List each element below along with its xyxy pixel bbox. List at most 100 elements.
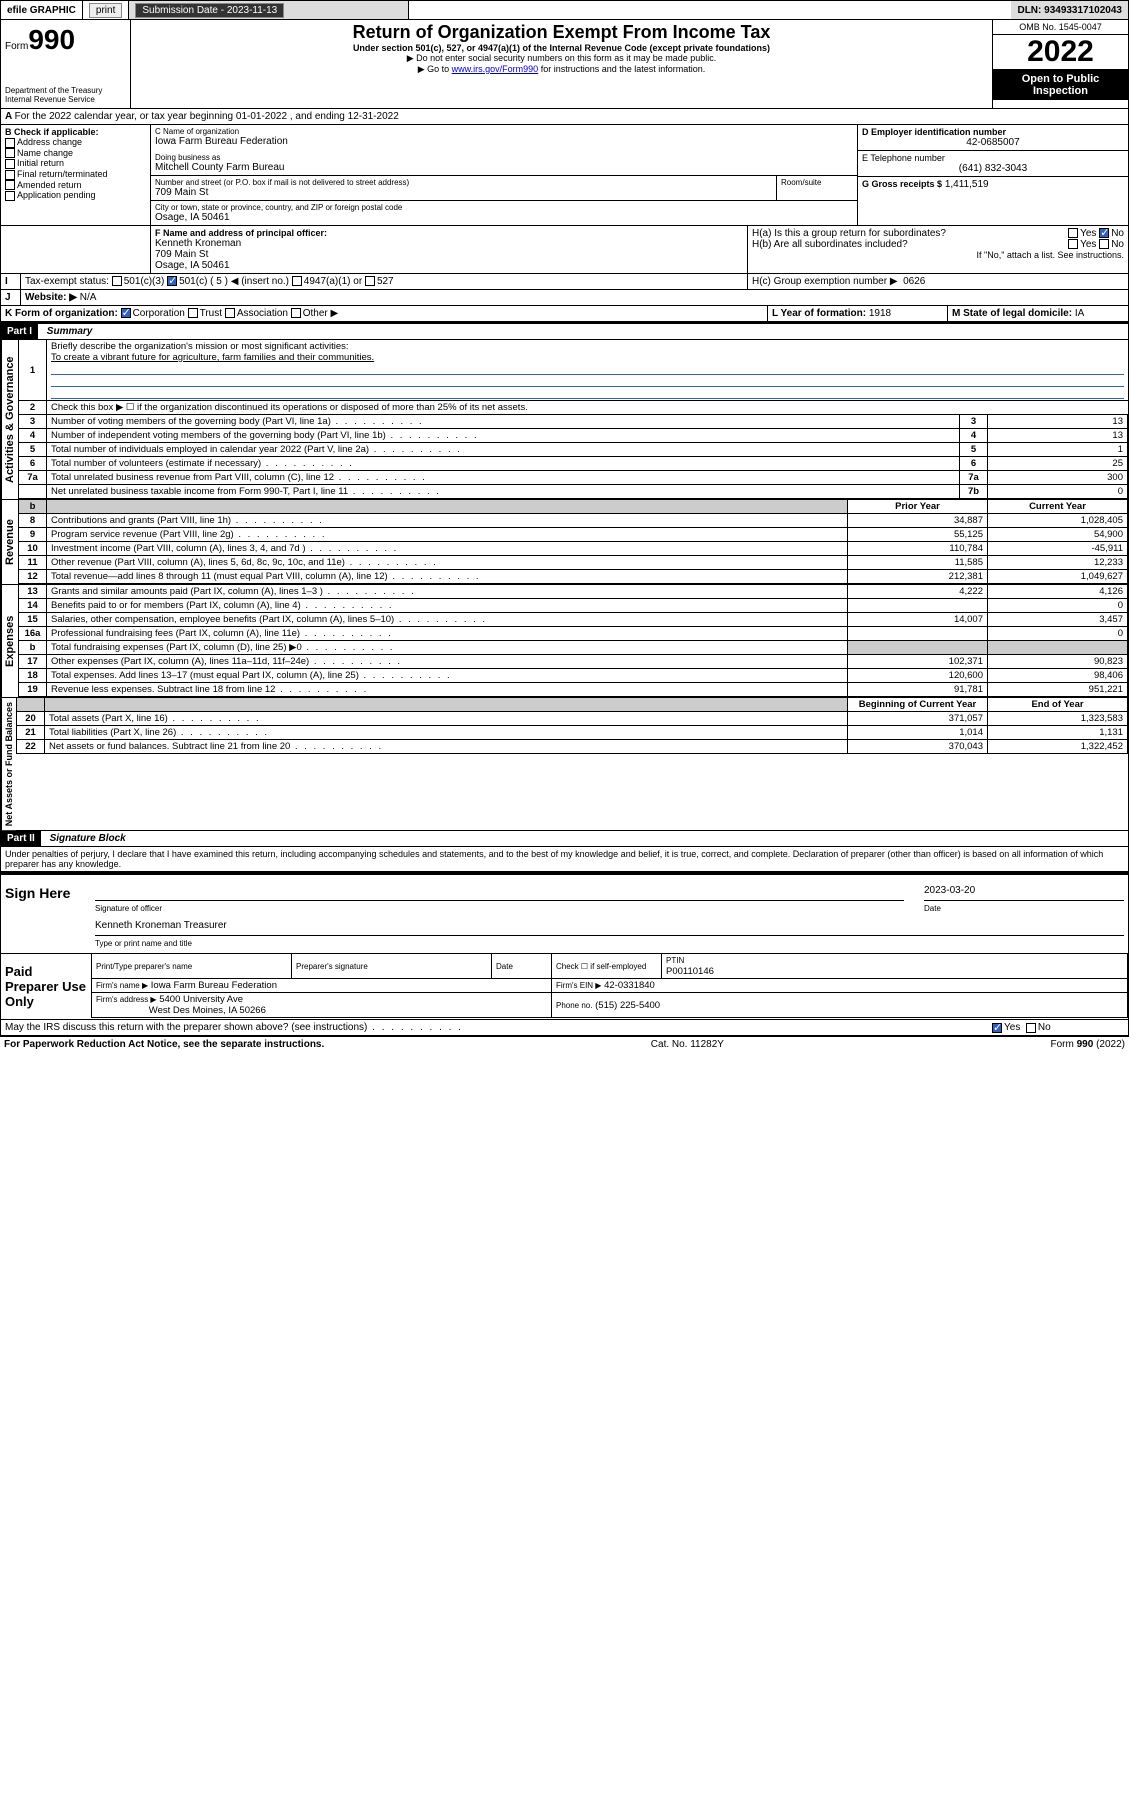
- q2: Check this box ▶ ☐ if the organization d…: [47, 401, 1129, 415]
- part2-header: Part II Signature Block: [0, 831, 1129, 847]
- discuss-yes: Yes: [1004, 1022, 1020, 1033]
- form-subtitle: Under section 501(c), 527, or 4947(a)(1)…: [135, 43, 988, 53]
- officer-addr2: Osage, IA 50461: [155, 260, 743, 271]
- firm-ein-lbl: Firm's EIN ▶: [556, 981, 601, 990]
- instruction-1: ▶ Do not enter social security numbers o…: [135, 53, 988, 64]
- e-label: E Telephone number: [862, 153, 1124, 163]
- part1-expenses: Expenses 13Grants and similar amounts pa…: [0, 585, 1129, 698]
- header-left: Form990 Department of the Treasury Inter…: [1, 20, 131, 108]
- submission-date-button[interactable]: Submission Date - 2023-11-13: [135, 3, 284, 18]
- line-a-text: For the 2022 calendar year, or tax year …: [15, 111, 399, 122]
- section-c: C Name of organization Iowa Farm Bureau …: [151, 125, 858, 225]
- sig-officer-label: Signature of officer: [95, 904, 162, 913]
- vtab-net: Net Assets or Fund Balances: [1, 698, 16, 830]
- c-city-label: City or town, state or province, country…: [155, 203, 853, 212]
- net-header: Beginning of Current YearEnd of Year: [16, 698, 1128, 712]
- header-center: Return of Organization Exempt From Incom…: [131, 20, 993, 108]
- declaration: Under penalties of perjury, I declare th…: [0, 847, 1129, 872]
- section-f: F Name and address of principal officer:…: [151, 226, 748, 273]
- k-label: K Form of organization:: [5, 308, 118, 319]
- instructions-link[interactable]: www.irs.gov/Form990: [452, 64, 539, 74]
- col-prior: Prior Year: [848, 500, 988, 514]
- k-assoc: Association: [237, 308, 288, 319]
- revenue-header: bPrior YearCurrent Year: [18, 500, 1128, 514]
- c-dba-label: Doing business as: [155, 153, 853, 162]
- section-i: I Tax-exempt status: 501(c)(3) 501(c) ( …: [0, 274, 1129, 290]
- l-label: L Year of formation:: [772, 308, 866, 319]
- section-deg: D Employer identification number 42-0685…: [858, 125, 1128, 225]
- k-other: Other ▶: [303, 308, 338, 319]
- sign-here-block: Sign Here Signature of officer 2023-03-2…: [0, 872, 1129, 954]
- prep-sig-lbl: Preparer's signature: [296, 962, 368, 971]
- type-name-label: Type or print name and title: [95, 939, 192, 948]
- revenue-rows: 8Contributions and grants (Part VIII, li…: [18, 514, 1128, 584]
- ein: 42-0685007: [862, 137, 1124, 148]
- part1-header: Part I Summary: [0, 324, 1129, 340]
- i-label: Tax-exempt status:: [25, 276, 109, 287]
- col-begin: Beginning of Current Year: [848, 698, 988, 712]
- paid-preparer-label: Paid Preparer Use Only: [1, 954, 91, 1019]
- k-corp: Corporation: [133, 308, 185, 319]
- print-button[interactable]: print: [89, 3, 122, 18]
- check-if: Check ☐ if self-employed: [556, 962, 646, 971]
- gross-receipts: 1,411,519: [945, 179, 989, 190]
- part1-hdr: Part I: [1, 324, 38, 339]
- j-label: Website: ▶: [25, 292, 77, 303]
- ptin-lbl: PTIN: [666, 956, 684, 965]
- phone-lbl: Phone no.: [556, 1001, 592, 1010]
- ptin: P00110146: [666, 966, 714, 977]
- sig-date-label: Date: [924, 904, 941, 913]
- c-street-label: Number and street (or P.O. box if mail i…: [155, 178, 772, 187]
- d-label: D Employer identification number: [862, 127, 1124, 137]
- section-fh: F Name and address of principal officer:…: [0, 226, 1129, 274]
- prep-date-lbl: Date: [496, 962, 513, 971]
- q1: Briefly describe the organization's miss…: [51, 341, 349, 352]
- submission-date: Submission Date - 2023-11-13: [129, 1, 409, 19]
- b-opt-1: Name change: [5, 148, 146, 159]
- governance-table: 1 Briefly describe the organization's mi…: [18, 340, 1128, 415]
- i-o2: 501(c) ( 5 ) ◀ (insert no.): [179, 276, 289, 287]
- h-b: H(b) Are all subordinates included? Yes …: [752, 239, 1124, 250]
- h-a: H(a) Is this a group return for subordin…: [752, 228, 1124, 239]
- vtab-revenue: Revenue: [1, 500, 18, 584]
- sign-here-label: Sign Here: [1, 875, 91, 953]
- gov-rows: 3Number of voting members of the governi…: [18, 415, 1128, 499]
- footer-right: Form 990 (2022): [1051, 1039, 1125, 1050]
- c-name-label: C Name of organization: [155, 127, 853, 136]
- top-bar: efile GRAPHIC print Submission Date - 20…: [0, 0, 1129, 20]
- efile-label: efile GRAPHIC: [1, 1, 83, 19]
- line-a: A For the 2022 calendar year, or tax yea…: [0, 109, 1129, 125]
- firm-phone: (515) 225-5400: [595, 1000, 660, 1011]
- print-button-wrap: print: [83, 1, 129, 19]
- firm-ein: 42-0331840: [604, 980, 655, 991]
- sig-date-val: 2023-03-20: [924, 881, 1124, 901]
- firm-name: Iowa Farm Bureau Federation: [151, 980, 277, 991]
- b-opt-0: Address change: [5, 137, 146, 148]
- instr2-post: for instructions and the latest informat…: [538, 64, 705, 74]
- discuss-row: May the IRS discuss this return with the…: [0, 1020, 1129, 1036]
- instruction-2: ▶ Go to www.irs.gov/Form990 for instruct…: [135, 64, 988, 75]
- i-o3: 4947(a)(1) or: [304, 276, 362, 287]
- firm-addr1: 5400 University Ave: [159, 994, 243, 1005]
- dba-name: Mitchell County Farm Bureau: [155, 162, 853, 173]
- discuss-no: No: [1038, 1022, 1051, 1033]
- page-footer: For Paperwork Reduction Act Notice, see …: [0, 1036, 1129, 1052]
- telephone: (641) 832-3043: [862, 163, 1124, 174]
- year-formation: 1918: [869, 308, 891, 319]
- k-trust: Trust: [200, 308, 222, 319]
- firm-name-lbl: Firm's name ▶: [96, 981, 148, 990]
- i-o4: 527: [377, 276, 394, 287]
- vtab-governance: Activities & Governance: [1, 340, 18, 499]
- firm-addr-lbl: Firm's address ▶: [96, 995, 157, 1004]
- b-opt-4: Amended return: [5, 180, 146, 191]
- form-header: Form990 Department of the Treasury Inter…: [0, 20, 1129, 109]
- part2-hdr: Part II: [1, 831, 41, 846]
- col-current: Current Year: [988, 500, 1128, 514]
- f-spacer: [1, 226, 151, 273]
- street: 709 Main St: [155, 187, 772, 198]
- b-opt-3: Final return/terminated: [5, 169, 146, 180]
- g-label: G Gross receipts $: [862, 179, 942, 189]
- footer-mid: Cat. No. 11282Y: [651, 1039, 724, 1050]
- form-title: Return of Organization Exempt From Incom…: [135, 22, 988, 43]
- website: N/A: [80, 292, 97, 303]
